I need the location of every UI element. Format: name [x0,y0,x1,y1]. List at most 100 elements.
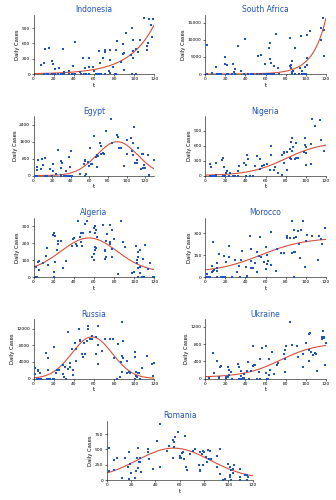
Point [135,248,140,256]
Point [37,374,42,382]
Point [95,150,100,158]
Point [268,228,274,235]
Point [229,70,235,78]
Point [302,70,307,78]
Point [270,70,276,78]
Point [228,170,233,177]
Point [81,70,86,78]
Point [89,332,95,340]
Point [284,148,289,156]
Point [92,68,97,76]
Point [244,160,249,168]
Point [138,468,144,475]
Point [52,258,57,266]
Title: Russia: Russia [82,310,107,318]
Point [92,256,97,264]
Point [129,24,134,32]
Point [110,226,115,234]
Point [250,172,255,179]
Point [80,54,85,62]
Point [134,70,139,78]
Point [322,52,327,60]
Point [102,247,108,255]
Point [230,464,235,472]
Title: Ukraine: Ukraine [251,310,281,318]
Point [102,70,108,78]
Point [292,248,298,256]
Point [92,222,98,230]
Point [134,260,140,268]
Point [150,464,156,472]
Point [143,164,148,172]
Point [103,253,108,261]
Point [151,273,156,281]
Point [307,356,312,364]
Point [268,152,274,160]
Point [60,264,66,272]
Point [58,171,64,179]
Point [102,335,108,343]
Point [67,360,73,368]
Point [120,40,125,48]
Point [302,148,307,156]
Point [248,264,254,272]
Point [138,263,143,271]
Point [102,48,108,56]
Point [135,273,140,281]
Point [135,156,140,164]
Point [129,148,134,156]
Point [59,70,65,78]
Point [126,462,131,470]
Point [119,58,124,66]
Point [74,242,79,250]
Point [235,268,240,276]
Point [66,172,71,179]
Point [299,70,305,78]
Point [118,144,123,152]
Point [201,460,206,468]
Point [303,161,308,169]
Point [135,144,140,152]
Point [133,44,138,52]
Point [137,458,142,466]
Point [230,468,236,476]
Point [245,358,250,366]
Point [258,232,263,240]
X-axis label: t: t [93,388,95,392]
Point [320,14,325,22]
Point [133,368,139,376]
Point [150,16,155,24]
Point [135,48,140,56]
Point [141,14,146,22]
Point [67,153,72,161]
Point [250,342,255,349]
Point [304,61,310,69]
Point [183,462,188,470]
Point [89,335,95,343]
Point [267,70,273,78]
Point [43,348,48,356]
Point [77,233,82,241]
Point [275,64,281,72]
Point [65,328,71,336]
Point [206,374,212,382]
Point [86,322,91,330]
Point [207,172,213,179]
Point [258,70,263,78]
Point [237,476,242,484]
Title: Indonesia: Indonesia [76,5,113,14]
Point [92,250,97,258]
Point [322,334,327,342]
Point [252,162,258,170]
Point [150,372,156,380]
Point [321,147,327,155]
Point [41,259,46,267]
Point [170,454,176,462]
Point [107,221,113,229]
Point [249,244,254,252]
Point [225,70,230,78]
Point [116,340,121,348]
Point [238,464,243,472]
Point [60,362,66,370]
Point [82,64,87,72]
